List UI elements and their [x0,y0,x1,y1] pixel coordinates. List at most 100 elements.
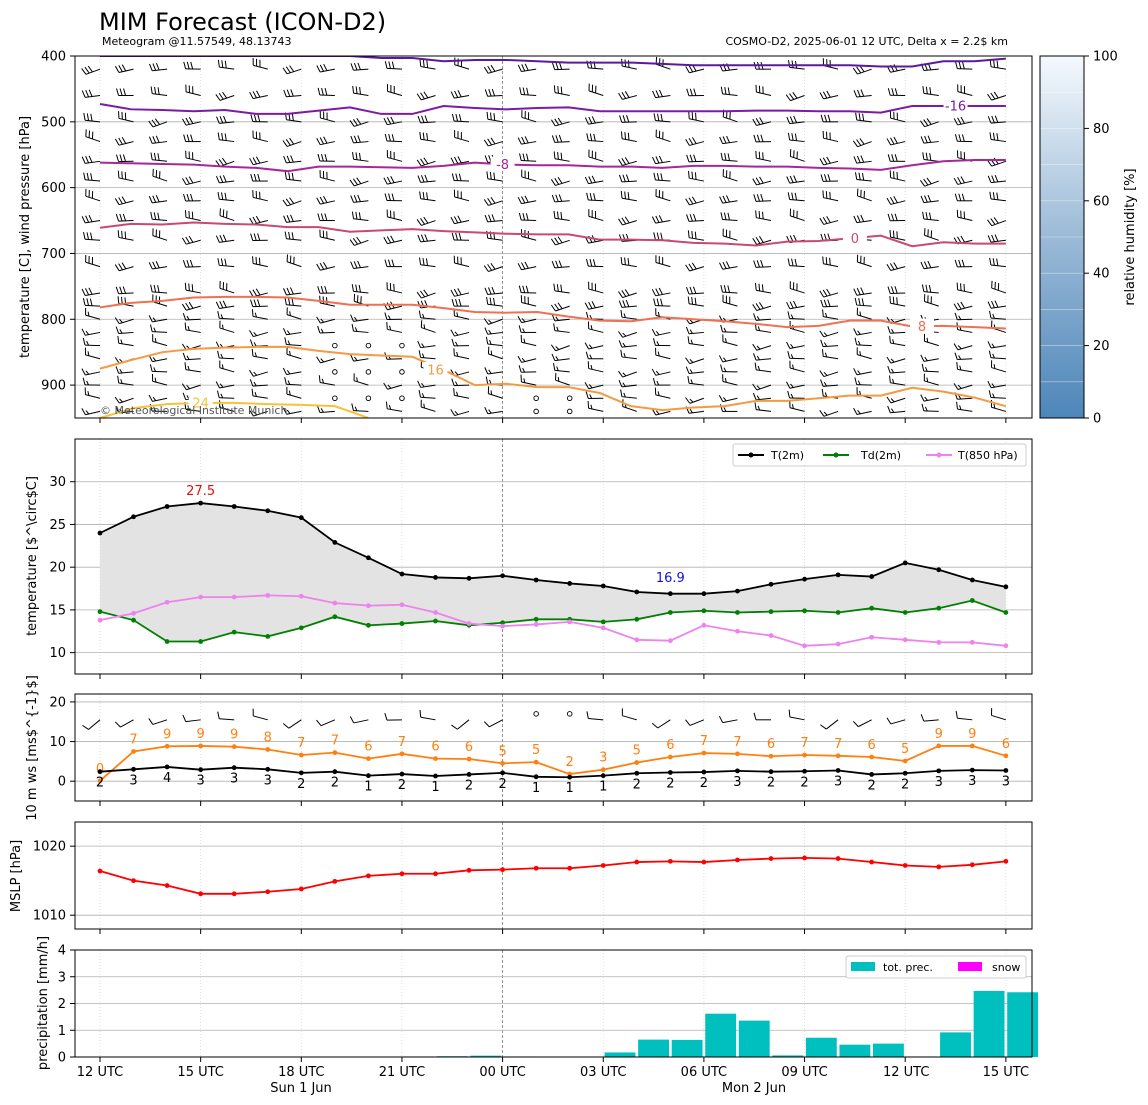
wind-barb [655,136,671,143]
data-point [969,862,975,868]
wind-barb [957,305,973,311]
wind-barb-flag [421,353,425,358]
wind-barb [756,358,772,361]
wind-barb-flag [890,286,895,294]
wind-barb-flag [124,172,127,180]
wind-barb-flag [958,61,962,69]
data-point [802,608,807,614]
data-point [835,768,841,773]
wind-barb [990,138,1006,143]
data-point [164,639,170,644]
wind-barb [756,305,772,311]
data-point [265,766,271,772]
wind-barb-flag [222,234,227,242]
wind-barb-flag [518,325,522,333]
wind-barb-flag [250,114,254,122]
data-point [567,774,573,780]
y-tick-label: 600 [41,181,66,196]
wind-barb-flag [517,64,522,72]
wind-barb-flag [856,287,861,295]
wind-barb-flag [618,159,623,166]
wind-barb [420,356,436,360]
data-point [366,555,371,561]
wind-barb-flag [83,232,86,240]
wind-barb [487,292,503,296]
colorbar-tick-label: 0 [1093,412,1101,427]
wind-barb-flag [522,367,526,373]
wind-barb-flag [251,388,254,396]
wind-barb-flag [82,298,86,306]
wind-barb [152,719,168,725]
wind-barb-flag [953,177,959,185]
data-point [902,637,908,643]
wind-barb [857,354,872,360]
wind-barb-flag [622,300,626,308]
data-label: 6 [767,737,775,752]
wind-barb-flag [324,154,328,162]
data-point [1003,858,1009,864]
wind-barb-flag [252,256,254,264]
wind-barb [85,261,101,268]
calm-wind-marker [365,342,372,349]
wind-barb [923,266,939,270]
wind-barb-flag [819,92,824,100]
wind-barb [722,159,738,162]
data-point [164,504,170,509]
wind-barb-flag [685,326,690,334]
wind-barb-flag [114,721,121,728]
wind-barb-flag [719,136,724,144]
wind-barb-flag [488,369,492,374]
wind-barb-flag [955,710,958,719]
legend-label-tot-prec: tot. prec. [883,961,933,974]
wind-barb-flag [117,375,120,384]
wind-barb-flag [153,367,157,372]
chart-title: MIM Forecast (ICON-D2) [99,8,386,36]
wind-barb-flag [153,152,157,161]
wind-barb-flag [286,330,291,335]
data-point [399,771,405,777]
plot-frame-precipitation [74,949,1033,1058]
wind-barb [655,410,671,416]
wind-barb [454,196,470,202]
wind-barb-flag [860,89,865,97]
wind-barb-flag [958,355,962,360]
wind-barb [554,318,570,322]
data-point [466,756,472,762]
wind-barb [320,318,335,324]
data-point [399,621,405,626]
data-label: 1 [532,781,540,796]
wind-barb [387,216,403,222]
wind-barb [924,234,939,241]
wind-barb [857,141,872,148]
wind-barb [487,118,503,123]
wind-barb [353,68,369,71]
data-point [198,639,204,644]
wind-barb-flag [418,389,422,398]
wind-barb-flag [454,371,459,376]
wind-barb [319,381,335,386]
wind-barb-flag [758,151,761,159]
wind-barb [823,355,839,360]
wind-barb-flag [289,197,295,204]
wind-barb-flag [823,299,828,307]
wind-barb-flag [423,157,429,165]
wind-barb-flag [853,156,858,164]
wind-barb-flag [753,313,757,321]
data-label: 8 [264,730,272,745]
wind-barb-flag [282,67,288,75]
wind-barb-flag [585,391,589,399]
wind-barb-flag [993,403,996,409]
wind-barb-flag [959,365,962,371]
wind-barb [789,305,805,310]
wind-barb-flag [253,381,257,387]
wind-barb-flag [455,173,459,181]
wind-barb [890,342,906,347]
wind-barb-flag [761,284,764,292]
wind-barb-flag [618,380,623,388]
legend-marker-td2m [833,452,839,458]
wind-barb-flag [954,134,958,142]
wind-barb-flag [117,335,120,344]
wind-barb-flag [253,233,257,241]
wind-barb-flag [623,352,626,358]
